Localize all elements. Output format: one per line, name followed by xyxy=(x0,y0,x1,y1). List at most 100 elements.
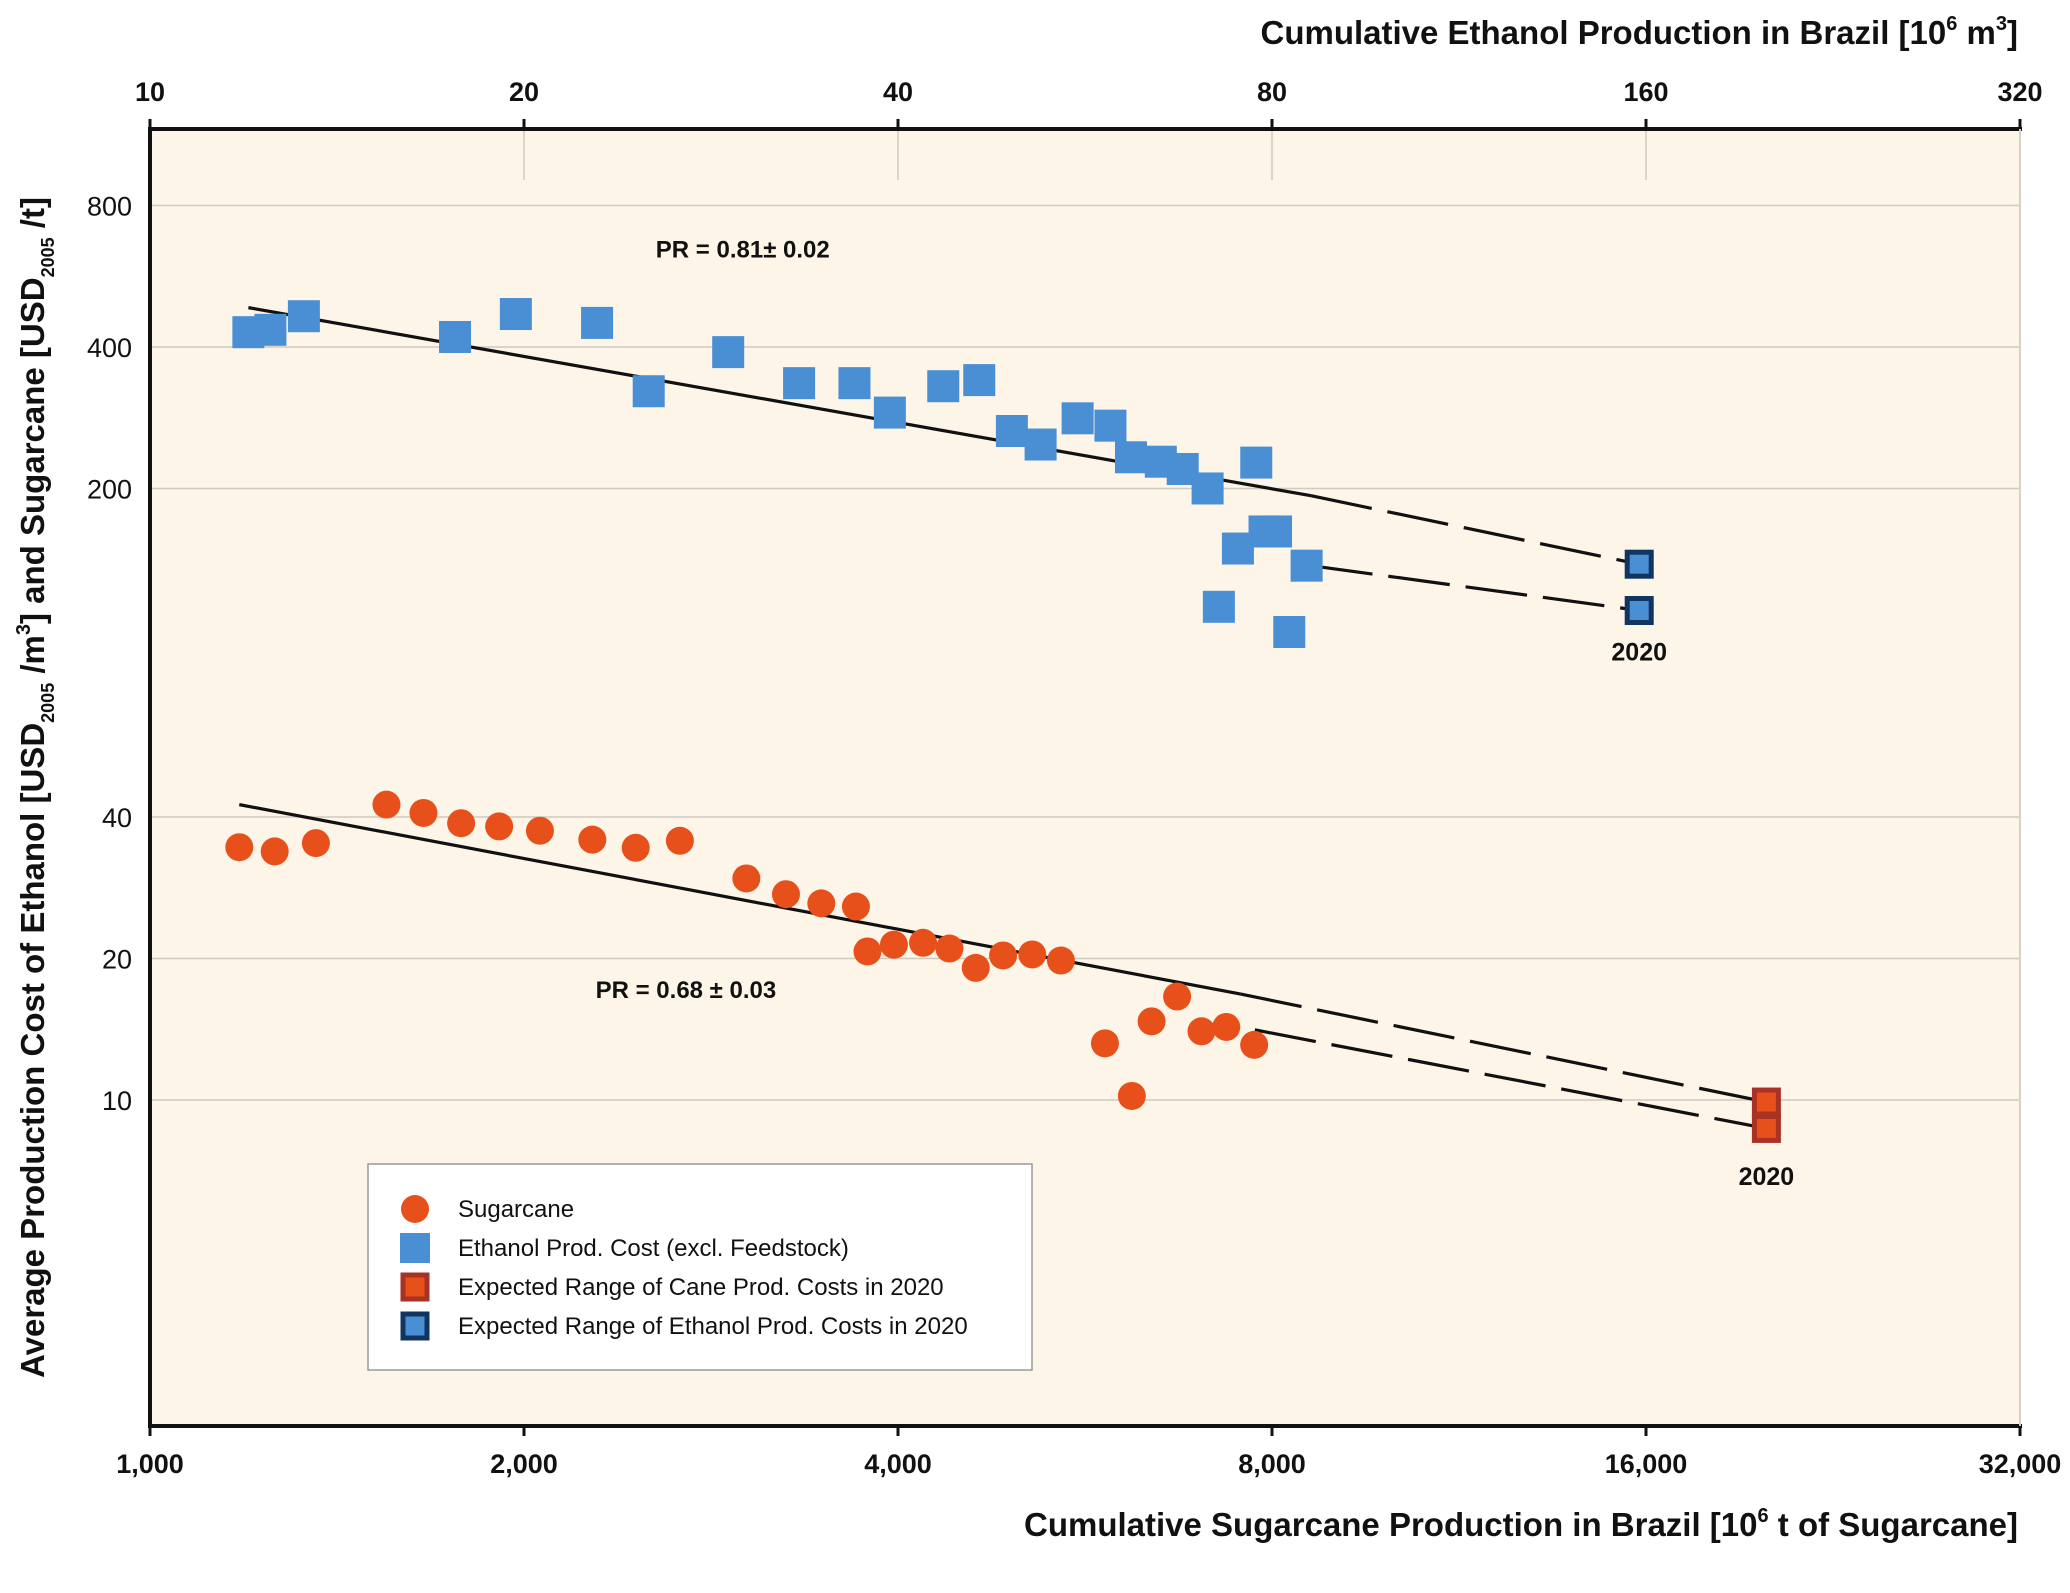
ethanol-point xyxy=(581,306,614,339)
ethanol-point xyxy=(1290,549,1323,582)
sugarcane-point xyxy=(841,892,870,921)
sugarcane-point xyxy=(372,790,401,819)
projection-line xyxy=(1240,992,1767,1104)
ethanol-point xyxy=(1094,409,1127,442)
ticks xyxy=(148,119,2022,1436)
sugarcane-point xyxy=(1137,1007,1166,1036)
bottom-axis-title: Cumulative Sugarcane Production in Brazi… xyxy=(1024,1505,2018,1543)
sugarcane-point xyxy=(771,880,800,909)
ethanol-point xyxy=(712,336,745,369)
x-top-tick-label: 40 xyxy=(883,77,913,107)
ethanol-point xyxy=(499,298,532,331)
sugarcane-point xyxy=(935,934,964,963)
x-top-tick-label: 10 xyxy=(135,77,165,107)
sugarcane-point xyxy=(1018,940,1047,969)
sugarcane-point xyxy=(732,864,761,893)
sugarcane-point xyxy=(853,937,882,966)
ethanol-point xyxy=(1240,446,1273,479)
sugarcane-point xyxy=(807,889,836,918)
sugarcane-point xyxy=(989,941,1018,970)
x-bottom-tick-label: 1,000 xyxy=(116,1449,184,1479)
sugarcane-point xyxy=(1240,1030,1269,1059)
x-bottom-tick-label: 4,000 xyxy=(864,1449,932,1479)
legend: Sugarcane Ethanol Prod. Cost (excl. Feeds… xyxy=(367,1163,1033,1371)
ethanol-point xyxy=(439,320,472,353)
y-tick-label: 40 xyxy=(102,803,132,833)
y-axis-title: Average Production Cost of Ethanol [USD2… xyxy=(13,197,58,1378)
sugarcane-point xyxy=(1046,946,1075,975)
ethanol-point xyxy=(1114,441,1147,474)
ethanol-2020-point xyxy=(1624,549,1654,579)
sugarcane-point xyxy=(409,798,438,827)
sugarcane-point xyxy=(909,928,938,957)
legend-item: Ethanol Prod. Cost (excl. Feedstock) xyxy=(400,1233,849,1263)
x-top-tick-label: 20 xyxy=(509,77,539,107)
top-axis-title: Cumulative Ethanol Production in Brazil … xyxy=(1260,13,2018,51)
cane-2020-point xyxy=(1751,1113,1781,1143)
pr-label: PR = 0.68 ± 0.03 xyxy=(596,977,777,1004)
sugarcane-point xyxy=(301,829,330,858)
legend-circle-icon xyxy=(401,1195,429,1223)
x-top-tick-label: 160 xyxy=(1623,77,1668,107)
annotations: PR = 0.81± 0.02 PR = 0.68 ± 0.03 2020 2020 xyxy=(596,236,1795,1190)
y-tick-label: 20 xyxy=(102,945,132,975)
y-tick-label: 200 xyxy=(87,474,132,504)
legend-square-icon xyxy=(400,1233,430,1263)
ethanol-point xyxy=(1202,590,1235,623)
legend-label: Ethanol Prod. Cost (excl. Feedstock) xyxy=(458,1235,849,1262)
sugarcane-point xyxy=(1117,1081,1146,1110)
legend-label: Sugarcane xyxy=(458,1196,574,1223)
sugarcane-point xyxy=(260,837,289,866)
pr-label: PR = 0.81± 0.02 xyxy=(656,236,830,263)
sugarcane-point xyxy=(525,816,554,845)
legend-item: Expected Range of Cane Prod. Costs in 20… xyxy=(400,1272,944,1302)
projection-line xyxy=(1310,494,1640,566)
sugarcane-point xyxy=(621,833,650,862)
sugarcane-point xyxy=(879,930,908,959)
ethanol-point xyxy=(1260,515,1293,548)
projection-line xyxy=(1310,564,1640,613)
ethanol-point xyxy=(1061,402,1094,435)
sugarcane-point xyxy=(578,825,607,854)
x-bottom-tick-label: 8,000 xyxy=(1238,1449,1306,1479)
ethanol-2020-point xyxy=(1624,595,1654,625)
legend-label: Expected Range of Ethanol Prod. Costs in… xyxy=(458,1313,968,1340)
legend-item: Sugarcane xyxy=(401,1195,574,1223)
x-bottom-tick-label: 32,000 xyxy=(1979,1449,2062,1479)
sugarcane-point xyxy=(485,812,514,841)
x-top-tick-label: 80 xyxy=(1257,77,1287,107)
year-label: 2020 xyxy=(1611,639,1667,667)
projection-line xyxy=(1254,1028,1767,1131)
sugarcane-point xyxy=(447,809,476,838)
ethanol-point xyxy=(927,370,960,403)
ethanol-point xyxy=(1273,615,1306,648)
sugarcane-point xyxy=(225,833,254,862)
ethanol-point xyxy=(1024,428,1057,461)
ethanol-point xyxy=(254,313,287,346)
x-bottom-tick-label: 2,000 xyxy=(490,1449,558,1479)
sugarcane-point xyxy=(1212,1012,1241,1041)
ethanol-point xyxy=(1191,472,1224,505)
ethanol-point xyxy=(838,367,871,400)
sugarcane-point xyxy=(1187,1017,1216,1046)
sugarcane-point xyxy=(961,953,990,982)
sugarcane-point xyxy=(1090,1029,1119,1058)
axes xyxy=(148,127,2022,1428)
legend-label: Expected Range of Cane Prod. Costs in 20… xyxy=(458,1274,944,1301)
ethanol-point xyxy=(287,300,320,333)
x-bottom-tick-label: 16,000 xyxy=(1605,1449,1688,1479)
legend-outlined-square-icon xyxy=(400,1311,430,1341)
tick-labels: 1,000 2,000 4,000 8,000 16,000 32,000 10 20 40 80… xyxy=(87,77,2062,1479)
ethanol-point xyxy=(995,414,1028,447)
legend-box xyxy=(367,1163,1033,1371)
sugarcane-point xyxy=(665,826,694,855)
y-tick-label: 400 xyxy=(87,333,132,363)
legend-item: Expected Range of Ethanol Prod. Costs in… xyxy=(400,1311,968,1341)
y-tick-label: 10 xyxy=(102,1086,132,1116)
year-label: 2020 xyxy=(1739,1163,1795,1191)
x-top-tick-label: 320 xyxy=(1997,77,2042,107)
ethanol-point xyxy=(632,375,665,408)
ethanol-point xyxy=(963,364,996,397)
data-points xyxy=(225,298,1781,1143)
y-tick-label: 800 xyxy=(87,191,132,221)
